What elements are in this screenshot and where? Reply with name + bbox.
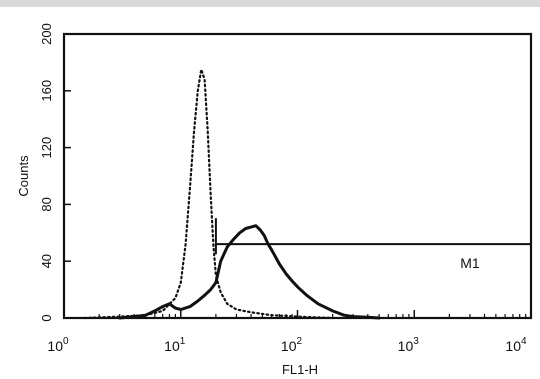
gate-label: M1 [460,255,480,271]
y-tick-label: 0 [39,314,54,321]
histogram-curves [83,68,381,320]
solid-series-curve [118,224,381,320]
dotted-series-curve [83,68,334,320]
gate-marker-m1: M1 [214,218,531,271]
y-axis-label: Counts [16,155,31,197]
x-tick-label: 104 [505,336,527,354]
x-tick-label: 101 [164,336,186,354]
y-tick-label: 160 [39,80,54,102]
x-axis-ticks: 100 101 102 103 104 [47,310,532,354]
x-tick-label: 100 [47,336,69,354]
y-tick-label: 80 [39,197,54,211]
y-tick-label: 40 [39,254,54,268]
top-scan-band [0,0,540,7]
y-tick-label: 200 [39,23,54,45]
x-axis-label: FL1-H [282,362,318,377]
y-axis-ticks: 0 40 80 120 160 200 [39,23,71,322]
x-tick-label: 102 [281,336,303,354]
plot-frame [62,32,533,320]
y-tick-label: 120 [39,137,54,159]
x-tick-label: 103 [398,336,420,354]
